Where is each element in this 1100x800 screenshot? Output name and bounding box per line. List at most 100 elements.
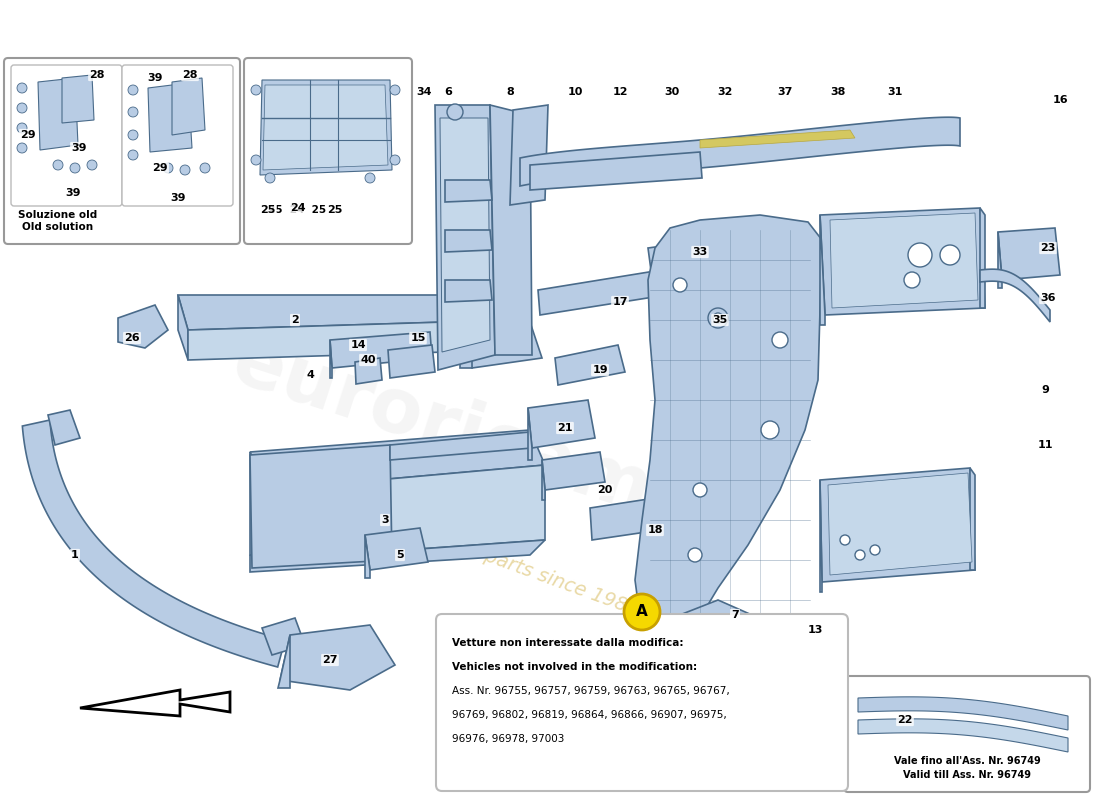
Polygon shape [500,295,510,320]
Text: a passion for parts since 1985: a passion for parts since 1985 [359,501,641,619]
Text: 30: 30 [664,87,680,97]
Polygon shape [980,208,984,308]
Text: 7: 7 [732,610,739,620]
Polygon shape [330,332,432,368]
FancyBboxPatch shape [244,58,412,244]
Text: 23: 23 [1041,243,1056,253]
Text: 6: 6 [444,87,452,97]
Text: 15: 15 [410,333,426,343]
Text: 24: 24 [290,203,306,213]
Circle shape [855,550,865,560]
Polygon shape [510,105,548,205]
Polygon shape [278,635,290,688]
Text: Vehicles not involved in the modification:: Vehicles not involved in the modificatio… [452,662,697,672]
Circle shape [128,150,138,160]
FancyBboxPatch shape [436,614,848,791]
Text: 8: 8 [506,87,514,97]
Polygon shape [820,480,822,592]
Circle shape [87,160,97,170]
Text: 35: 35 [713,315,727,325]
Text: 29: 29 [152,163,168,173]
Polygon shape [48,410,80,445]
Polygon shape [80,690,230,716]
Polygon shape [446,230,492,252]
Text: 25: 25 [328,205,343,215]
Polygon shape [250,445,392,568]
Polygon shape [172,78,205,135]
Circle shape [904,272,920,288]
Text: 19: 19 [592,365,608,375]
Text: 39: 39 [170,193,186,203]
Polygon shape [260,80,392,175]
Circle shape [16,103,28,113]
Circle shape [840,535,850,545]
Text: 36: 36 [1041,293,1056,303]
Circle shape [200,163,210,173]
Polygon shape [528,400,595,448]
Polygon shape [648,238,728,278]
Polygon shape [635,215,822,648]
Polygon shape [858,697,1068,730]
Circle shape [16,143,28,153]
Polygon shape [250,452,265,560]
Polygon shape [446,180,492,202]
Text: 96769, 96802, 96819, 96864, 96866, 96907, 96975,: 96769, 96802, 96819, 96864, 96866, 96907… [452,710,727,720]
Polygon shape [556,345,625,385]
Polygon shape [390,432,532,460]
Circle shape [390,85,400,95]
Polygon shape [858,719,1068,752]
Polygon shape [22,420,285,667]
Polygon shape [700,130,855,148]
Polygon shape [820,208,984,315]
Text: 26: 26 [124,333,140,343]
Text: 37: 37 [778,87,793,97]
Circle shape [128,107,138,117]
Text: 2: 2 [292,315,299,325]
Text: 5: 5 [396,550,404,560]
Circle shape [870,545,880,555]
Circle shape [128,130,138,140]
Circle shape [180,165,190,175]
Circle shape [16,143,28,153]
Circle shape [265,173,275,183]
Circle shape [772,332,788,348]
Polygon shape [148,83,192,152]
Text: Soluzione old: Soluzione old [19,210,98,220]
Polygon shape [542,460,544,500]
Circle shape [693,483,707,497]
Text: 31: 31 [888,87,903,97]
Circle shape [447,104,463,120]
Polygon shape [460,322,542,368]
Polygon shape [658,600,752,665]
Polygon shape [820,468,975,582]
Text: 32: 32 [717,87,733,97]
Circle shape [53,160,63,170]
Text: Vetture non interessate dalla modifica:: Vetture non interessate dalla modifica: [452,638,683,648]
Text: 29: 29 [20,130,36,140]
Polygon shape [460,330,472,368]
Circle shape [251,85,261,95]
Text: 39: 39 [65,188,80,198]
Text: 27: 27 [322,655,338,665]
Circle shape [390,155,400,165]
Polygon shape [178,295,188,360]
Circle shape [16,123,28,133]
Text: 39: 39 [147,73,163,83]
Text: 11: 11 [1037,440,1053,450]
Text: euroricambi: euroricambi [222,325,737,555]
Text: 34: 34 [416,87,431,97]
Polygon shape [446,280,492,302]
Text: 96976, 96978, 97003: 96976, 96978, 97003 [452,734,564,744]
Text: 10: 10 [568,87,583,97]
Circle shape [70,163,80,173]
Circle shape [87,160,97,170]
Circle shape [16,83,28,93]
Polygon shape [250,540,544,572]
Circle shape [761,421,779,439]
Polygon shape [542,452,605,490]
Circle shape [251,155,261,165]
Circle shape [673,278,688,292]
Polygon shape [820,215,825,325]
Polygon shape [980,269,1050,322]
Text: 16: 16 [1053,95,1068,105]
